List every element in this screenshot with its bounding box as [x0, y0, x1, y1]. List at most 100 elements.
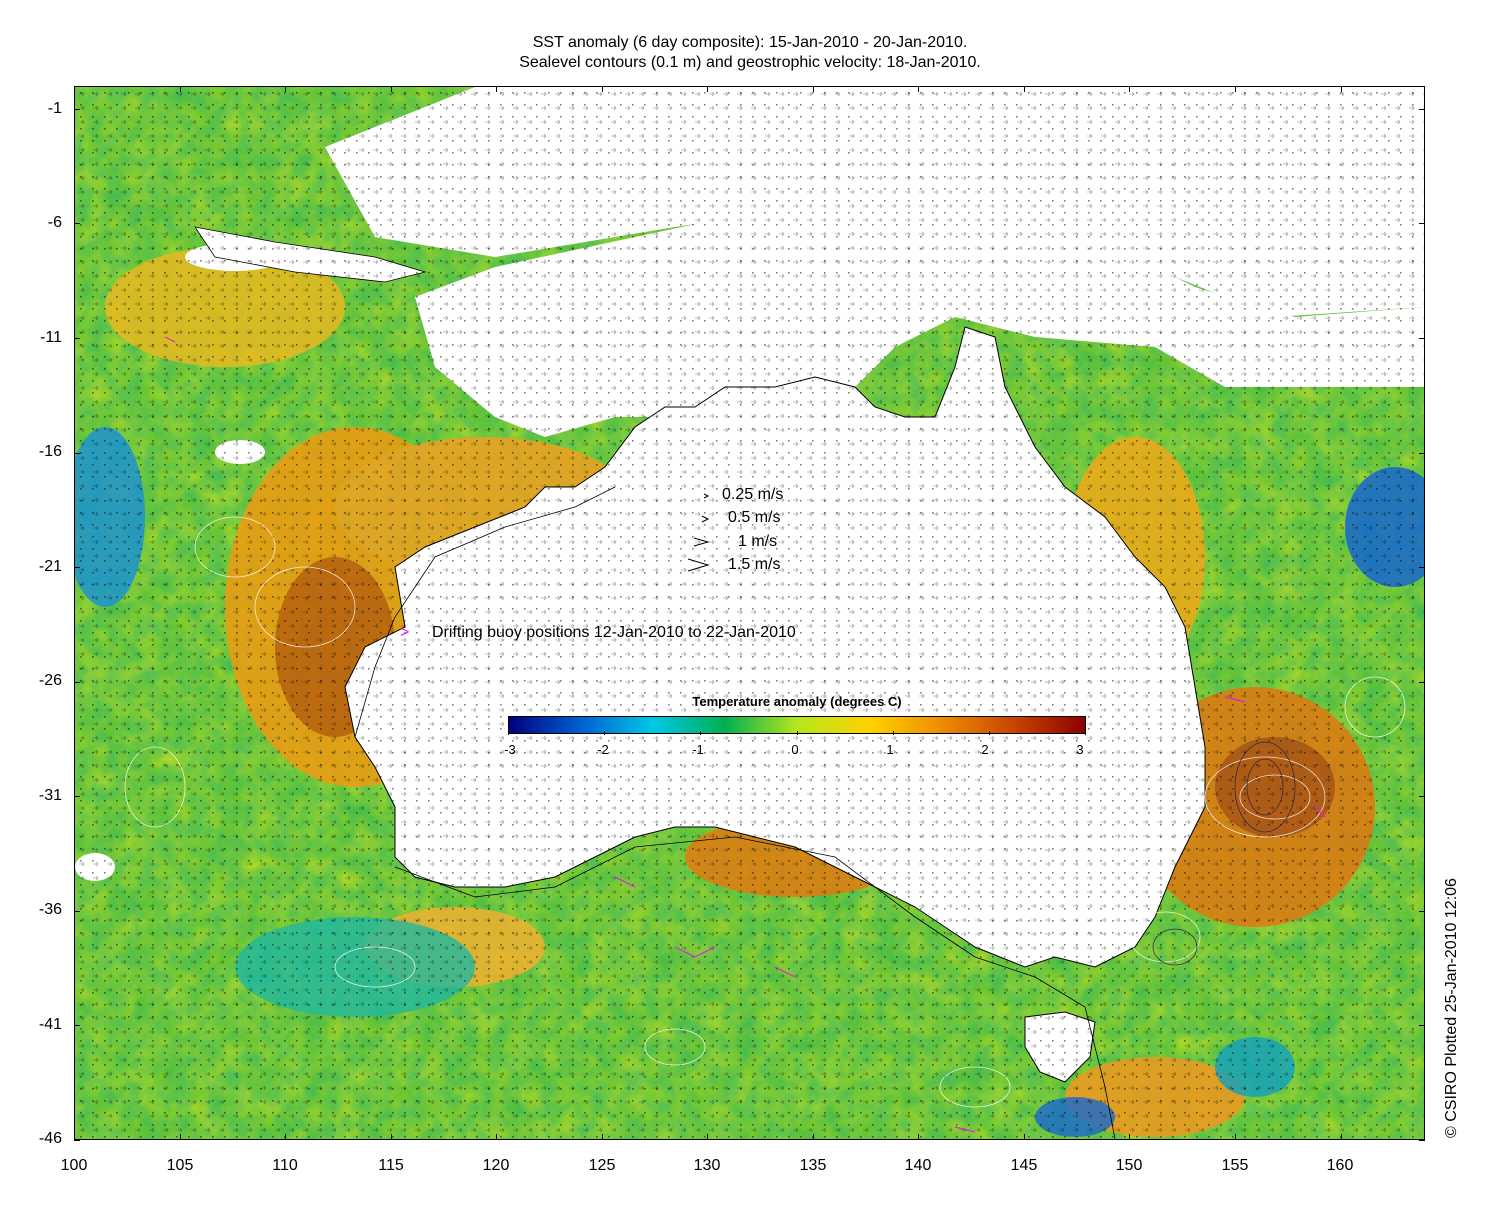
- y-axis-tick: [1419, 796, 1425, 798]
- buoy-legend-marker: >: [400, 624, 410, 641]
- x-axis-tick: [1129, 86, 1131, 92]
- map-title-line-1: SST anomaly (6 day composite): 15-Jan-20…: [532, 34, 968, 51]
- y-axis-tick: [1419, 1025, 1425, 1027]
- y-axis-tick: [74, 1140, 80, 1141]
- y-axis-tick: [1419, 681, 1425, 683]
- x-axis-tick: [285, 1134, 287, 1140]
- sealevel-contours: [124, 516, 1406, 1108]
- colorbar-tick: [1085, 731, 1086, 735]
- x-axis-tick: [918, 86, 920, 92]
- velocity-legend-label: 1.5 m/s: [728, 556, 781, 573]
- velocity-legend-arrow-0.5: [701, 515, 710, 523]
- colorbar-tick-label: 0: [791, 742, 799, 757]
- x-tick-label: 160: [1326, 1157, 1354, 1174]
- y-axis-tick: [1419, 452, 1425, 454]
- colorbar-tick: [508, 731, 509, 735]
- x-axis-tick: [1023, 86, 1025, 92]
- x-tick-label: 140: [904, 1157, 932, 1174]
- x-tick-label: 145: [1010, 1157, 1038, 1174]
- y-axis-tick: [74, 796, 80, 798]
- y-tick-label: -21: [38, 558, 62, 575]
- x-tick-label: 115: [378, 1157, 404, 1174]
- y-tick-label: -36: [38, 901, 62, 918]
- x-axis-tick: [1235, 86, 1237, 92]
- colorbar-tick: [892, 731, 894, 735]
- colorbar-tick: [988, 731, 990, 735]
- credit-text: © CSIRO Plotted 25-Jan-2010 12:06: [1443, 878, 1460, 1138]
- x-axis-tick: [1023, 1134, 1025, 1140]
- x-axis-tick: [285, 86, 287, 92]
- y-axis-tick: [1419, 223, 1425, 225]
- velocity-legend-arrows: [687, 493, 710, 572]
- x-axis-tick: [1340, 86, 1342, 92]
- x-tick-label: 155: [1221, 1157, 1249, 1174]
- x-axis-tick: [179, 1134, 181, 1140]
- velocity-legend-label: 0.25 m/s: [722, 486, 784, 503]
- x-axis-tick: [812, 86, 814, 92]
- x-axis-tick: [1340, 1134, 1342, 1140]
- x-tick-label: 125: [588, 1157, 616, 1174]
- x-axis-tick: [918, 1134, 920, 1140]
- x-tick-label: 105: [166, 1157, 194, 1174]
- x-tick-label: 135: [799, 1157, 827, 1174]
- velocity-legend-arrow-0.25: [703, 493, 710, 499]
- x-tick-label: 100: [60, 1157, 88, 1174]
- velocity-dot-field: [75, 87, 1424, 1139]
- colorbar-tick: [604, 731, 606, 735]
- velocity-legend-arrow-1.5: [687, 558, 710, 572]
- x-axis-tick: [812, 1134, 814, 1140]
- map-title-line-2: Sealevel contours (0.1 m) and geostrophi…: [519, 54, 981, 71]
- shelf-edge-contour: [354, 486, 1116, 1139]
- x-tick-label: 150: [1115, 1157, 1143, 1174]
- y-tick-label: -1: [47, 100, 62, 117]
- x-axis-tick: [707, 86, 709, 92]
- y-axis-tick: [74, 910, 80, 912]
- x-tick-label: 130: [693, 1157, 721, 1174]
- y-tick-label: -6: [47, 214, 62, 231]
- colorbar-tick-label: 3: [1076, 742, 1084, 757]
- x-axis-tick: [496, 1134, 498, 1140]
- x-axis-tick: [74, 86, 75, 92]
- y-axis-tick: [1419, 108, 1425, 110]
- map-frame: [74, 86, 1425, 1140]
- colorbar-tick-label: -3: [504, 742, 516, 757]
- y-axis-tick: [74, 108, 80, 110]
- buoy-legend-label: Drifting buoy positions 12-Jan-2010 to 2…: [432, 624, 796, 641]
- y-tick-label: -26: [38, 672, 62, 689]
- x-axis-tick: [390, 86, 392, 92]
- x-axis-tick: [496, 86, 498, 92]
- y-axis-tick: [1419, 567, 1425, 569]
- x-tick-label: 120: [482, 1157, 510, 1174]
- y-tick-label: -46: [38, 1130, 62, 1147]
- x-axis-tick: [74, 1134, 75, 1140]
- colorbar-tick-label: 2: [981, 742, 989, 757]
- y-tick-label: -16: [38, 443, 62, 460]
- y-tick-label: -11: [40, 329, 62, 346]
- x-axis-tick: [601, 1134, 603, 1140]
- y-tick-label: -31: [38, 787, 62, 804]
- x-axis-tick: [1235, 1134, 1237, 1140]
- velocity-legend-label: 0.5 m/s: [728, 509, 781, 526]
- colorbar-tick-label: -1: [692, 742, 704, 757]
- eddy-contours: [1152, 741, 1296, 966]
- y-axis-tick: [74, 567, 80, 569]
- drifting-buoy-tracks: [164, 336, 1326, 1133]
- y-axis-tick: [74, 338, 80, 340]
- y-axis-tick: [1419, 338, 1425, 340]
- x-axis-tick: [390, 1134, 392, 1140]
- x-axis-tick: [707, 1134, 709, 1140]
- y-axis-tick: [1419, 1140, 1425, 1141]
- y-axis-tick: [74, 452, 80, 454]
- x-axis-tick: [1129, 1134, 1131, 1140]
- y-axis-tick: [1419, 910, 1425, 912]
- velocity-legend-arrow-1: [693, 537, 710, 547]
- y-axis-tick: [74, 223, 80, 225]
- velocity-legend-label: 1 m/s: [738, 533, 778, 550]
- y-tick-label: -41: [38, 1016, 62, 1033]
- colorbar-title: Temperature anomaly (degrees C): [692, 694, 902, 709]
- y-axis-tick: [74, 1025, 80, 1027]
- x-axis-tick: [601, 86, 603, 92]
- y-axis-tick: [74, 681, 80, 683]
- sst-map: [75, 87, 1424, 1139]
- colorbar-tick-label: 1: [886, 742, 894, 757]
